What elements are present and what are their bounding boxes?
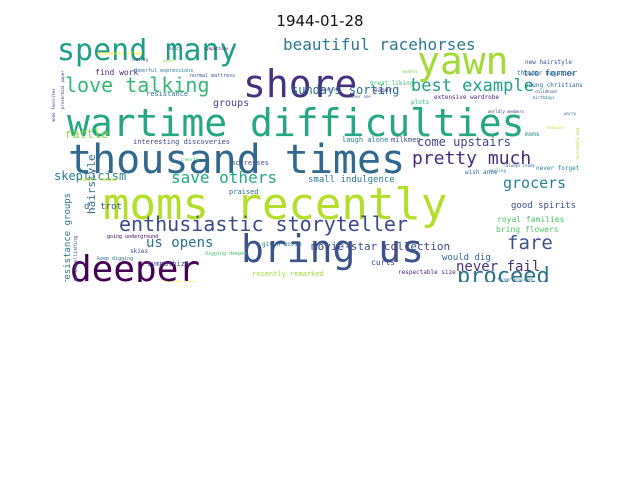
word-17: never fail — [456, 259, 541, 275]
word-38: d. trot — [84, 202, 122, 212]
word-49: extensive wardrobe — [434, 94, 500, 101]
word-cloud: moms recently wartime difficulties thousan… — [51, 38, 587, 282]
word-61: household often — [97, 51, 143, 57]
word-82: leaving — [131, 57, 148, 62]
word-2: thousand times — [68, 137, 406, 183]
word-1: wartime difficulties — [67, 101, 525, 145]
word-59: resistance — [146, 90, 189, 98]
word-80: punch — [167, 46, 183, 52]
word-48: never forget — [536, 165, 580, 172]
word-37: curls — [371, 258, 396, 267]
word-76: upset — [163, 58, 176, 63]
word-46: recently remarked — [252, 270, 324, 278]
word-66: fourth time — [163, 281, 196, 283]
word-0: moms recently — [103, 179, 448, 230]
word-34: resistance groups — [63, 192, 73, 282]
word-63: every sunday — [81, 177, 118, 183]
word-12: enthusiastic storyteller — [119, 212, 408, 236]
word-78: moms favorites — [51, 88, 56, 122]
word-9: beautiful racehorses — [283, 38, 476, 54]
word-16: grocers — [503, 174, 567, 192]
word-55: eager — [374, 87, 393, 94]
word-28: small indulgence — [308, 175, 395, 185]
word-19: us opens — [146, 235, 214, 251]
word-77: proverbial paper — [60, 70, 65, 109]
word-79: extremely bad — [575, 127, 580, 159]
word-21: come upstairs — [417, 135, 511, 149]
word-4: deeper — [70, 249, 201, 283]
word-62: time embellishing — [73, 235, 79, 282]
word-81: sympathize — [204, 46, 229, 51]
word-64: going underground — [107, 234, 159, 240]
word-67: digging deeper — [205, 251, 248, 257]
word-69: former housemen — [497, 277, 534, 282]
word-73: childhood — [535, 89, 557, 94]
word-44: sympathize — [147, 260, 190, 268]
word-89: cheerful — [181, 157, 201, 162]
word-50: wish anne — [465, 169, 498, 176]
word-6: yawn — [417, 39, 509, 83]
word-52: new hairstyle — [525, 59, 572, 66]
word-32: royal families — [497, 215, 565, 224]
word-53: theater magazine — [517, 70, 575, 77]
word-86: worry — [564, 111, 577, 116]
word-5: shore — [243, 62, 358, 106]
word-15: save others — [171, 168, 277, 187]
word-74: birthdays — [533, 95, 555, 100]
word-43: given movie — [262, 241, 302, 248]
word-3: bring us — [241, 227, 425, 271]
word-57: moms — [525, 131, 540, 138]
word-45: interesting discoveries — [133, 138, 230, 146]
word-10: best example — [411, 76, 534, 96]
word-51: great liking — [370, 80, 414, 87]
word-83: hopefully — [319, 87, 341, 92]
word-60: normal mattress — [190, 73, 236, 79]
word-11: pretty much — [412, 148, 532, 169]
word-24: skepticism — [54, 169, 127, 183]
word-68: always ready — [506, 163, 535, 168]
word-35: find work — [95, 68, 139, 77]
word-54: young christians — [525, 82, 583, 89]
word-84: never one — [349, 94, 371, 99]
word-87: sailing — [489, 168, 506, 173]
word-85: heavier — [547, 125, 564, 130]
word-26: groups — [213, 98, 250, 109]
word-41: praised — [229, 188, 259, 196]
word-39: laugh alone — [342, 136, 389, 144]
word-56: plots — [411, 99, 430, 106]
word-8: love talking — [65, 73, 210, 97]
word-33: bring flowers — [496, 225, 559, 234]
word-75: worldly members — [488, 109, 525, 114]
word-36: would dig — [442, 253, 491, 263]
word-31: good spirits — [511, 201, 577, 211]
word-47: respectable size — [398, 269, 456, 276]
word-22: movie-star collection — [311, 240, 451, 253]
word-25: rattle — [65, 127, 109, 141]
word-65: keep digging — [97, 256, 134, 262]
chart-title: 1944-01-28 — [276, 12, 364, 30]
word-40: milkmen — [391, 136, 421, 144]
word-27: two former — [523, 69, 578, 79]
word-13: proceed — [457, 264, 550, 283]
word-14: fare — [507, 232, 553, 254]
word-72: cheerful expressions — [133, 68, 194, 74]
word-20: sundays sorting — [291, 83, 400, 97]
word-7: spend many — [57, 38, 238, 68]
word-42: actresses — [231, 159, 269, 167]
word-88: modest — [403, 69, 418, 74]
word-58: skies — [130, 248, 149, 255]
